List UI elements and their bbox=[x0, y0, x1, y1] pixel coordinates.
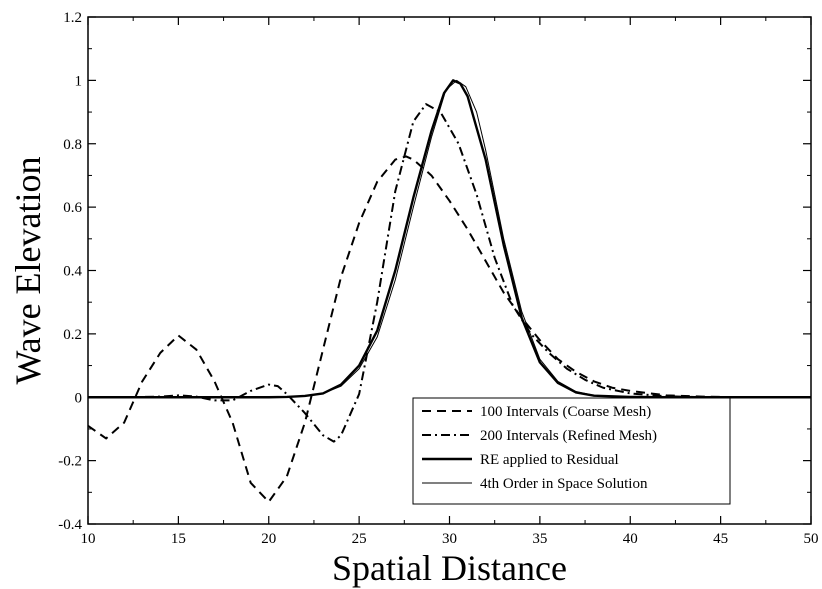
legend-label-1: 100 Intervals (Coarse Mesh) bbox=[480, 404, 651, 420]
y-tick-label: -0.2 bbox=[58, 454, 82, 470]
y-tick-label: 0.8 bbox=[63, 137, 82, 153]
legend: 100 Intervals (Coarse Mesh) 200 Intervals… bbox=[412, 397, 731, 505]
legend-label-3: RE applied to Residual bbox=[480, 452, 619, 468]
series-line-2 bbox=[88, 103, 811, 443]
y-tick-label: 0 bbox=[75, 390, 83, 406]
x-tick-label: 20 bbox=[261, 531, 276, 547]
y-axis-title: Wave Elevation bbox=[8, 156, 48, 384]
y-tick-label: 1.2 bbox=[63, 10, 82, 26]
x-tick-label: 25 bbox=[352, 531, 367, 547]
y-tick-label: 0.6 bbox=[63, 200, 82, 216]
x-axis-title: Spatial Distance bbox=[332, 548, 567, 588]
x-tick-label: 15 bbox=[171, 531, 186, 547]
legend-label-2: 200 Intervals (Refined Mesh) bbox=[480, 428, 657, 444]
y-tick-label: 0.4 bbox=[63, 264, 82, 280]
x-tick-label: 45 bbox=[713, 531, 728, 547]
x-tick-label: 10 bbox=[81, 531, 96, 547]
legend-label-4: 4th Order in Space Solution bbox=[480, 476, 648, 492]
ticks-layer: 10 15 20 25 30 35 40 45 50 -0.4 -0.2 0 0.2 0.4 0.6 0.8 1… bbox=[58, 10, 818, 547]
y-tick-label: 1 bbox=[75, 73, 83, 89]
x-tick-label: 30 bbox=[442, 531, 457, 547]
legend-box bbox=[412, 397, 731, 505]
series-line-4 bbox=[88, 79, 811, 398]
y-tick-label: 0.2 bbox=[63, 327, 82, 343]
x-tick-label: 40 bbox=[623, 531, 638, 547]
series-layer bbox=[88, 79, 811, 503]
x-tick-label: 50 bbox=[804, 531, 819, 547]
series-line-1 bbox=[88, 155, 811, 503]
y-tick-label: -0.4 bbox=[58, 517, 82, 533]
x-tick-label: 35 bbox=[532, 531, 547, 547]
